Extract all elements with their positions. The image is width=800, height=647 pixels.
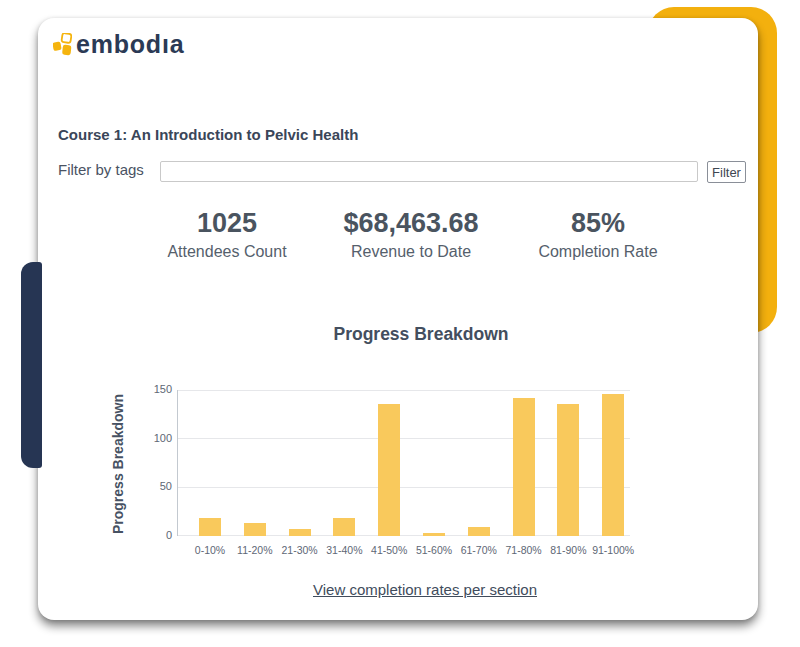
chart-bar-31-40% <box>333 518 355 536</box>
chart-ytick-label: 150 <box>138 383 172 395</box>
brand-logo-text: embodıa <box>76 31 184 57</box>
stat-value: 85% <box>538 210 657 237</box>
chart-bar-61-70% <box>468 527 490 536</box>
progress-breakdown-chart: 0501001500-10%11-20%21-30%31-40%41-50%51… <box>177 390 630 536</box>
chart-bar-71-80% <box>513 398 535 536</box>
filter-label: Filter by tags <box>58 161 144 178</box>
embodia-logo-icon <box>53 33 72 56</box>
stat-completion-rate: 85% Completion Rate <box>538 210 657 261</box>
chart-title: Progress Breakdown <box>333 324 508 345</box>
chart-ytick-label: 0 <box>138 529 172 541</box>
chart-bar-11-20% <box>244 523 266 536</box>
chart-xtick-label: 91-100% <box>583 544 643 556</box>
stat-label: Revenue to Date <box>343 243 478 261</box>
view-completion-rates-link[interactable]: View completion rates per section <box>313 581 537 598</box>
chart-bar-41-50% <box>378 404 400 536</box>
decor-navy-shape <box>21 262 42 468</box>
chart-gridline <box>178 390 630 391</box>
main-card: embodıa Course 1: An Introduction to Pel… <box>38 18 758 620</box>
chart-bar-51-60% <box>423 533 445 536</box>
chart-ytick-label: 50 <box>138 480 172 492</box>
chart-bar-91-100% <box>602 394 624 536</box>
filter-tags-input[interactable] <box>160 161 698 182</box>
chart-bar-0-10% <box>199 518 221 536</box>
stat-value: $68,463.68 <box>343 210 478 237</box>
stat-value: 1025 <box>167 210 286 237</box>
chart-bar-81-90% <box>557 404 579 536</box>
stat-label: Completion Rate <box>538 243 657 261</box>
chart-bar-21-30% <box>289 529 311 536</box>
filter-button[interactable]: Filter <box>707 161 746 183</box>
page-title: Course 1: An Introduction to Pelvic Heal… <box>58 126 358 143</box>
chart-ytick-label: 100 <box>138 432 172 444</box>
stat-revenue-to-date: $68,463.68 Revenue to Date <box>343 210 478 261</box>
page-background: embodıa Course 1: An Introduction to Pel… <box>0 0 800 647</box>
stat-label: Attendees Count <box>167 243 286 261</box>
chart-y-axis-label: Progress Breakdown <box>110 394 126 534</box>
stat-attendees-count: 1025 Attendees Count <box>167 210 286 261</box>
